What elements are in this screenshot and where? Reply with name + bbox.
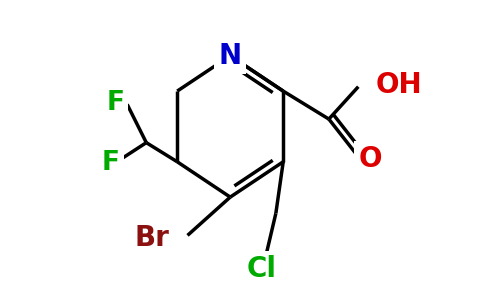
- Text: F: F: [106, 90, 124, 116]
- Text: F: F: [102, 150, 120, 176]
- Text: OH: OH: [376, 71, 423, 99]
- Text: Cl: Cl: [246, 255, 276, 283]
- Text: Br: Br: [135, 224, 170, 252]
- Text: O: O: [358, 145, 382, 173]
- Text: Br: Br: [135, 224, 170, 252]
- Text: OH: OH: [376, 71, 423, 99]
- Text: N: N: [219, 42, 242, 70]
- Text: F: F: [106, 90, 124, 116]
- Text: O: O: [358, 145, 382, 173]
- Text: N: N: [219, 42, 242, 70]
- Text: F: F: [102, 150, 120, 176]
- Text: Cl: Cl: [246, 255, 276, 283]
